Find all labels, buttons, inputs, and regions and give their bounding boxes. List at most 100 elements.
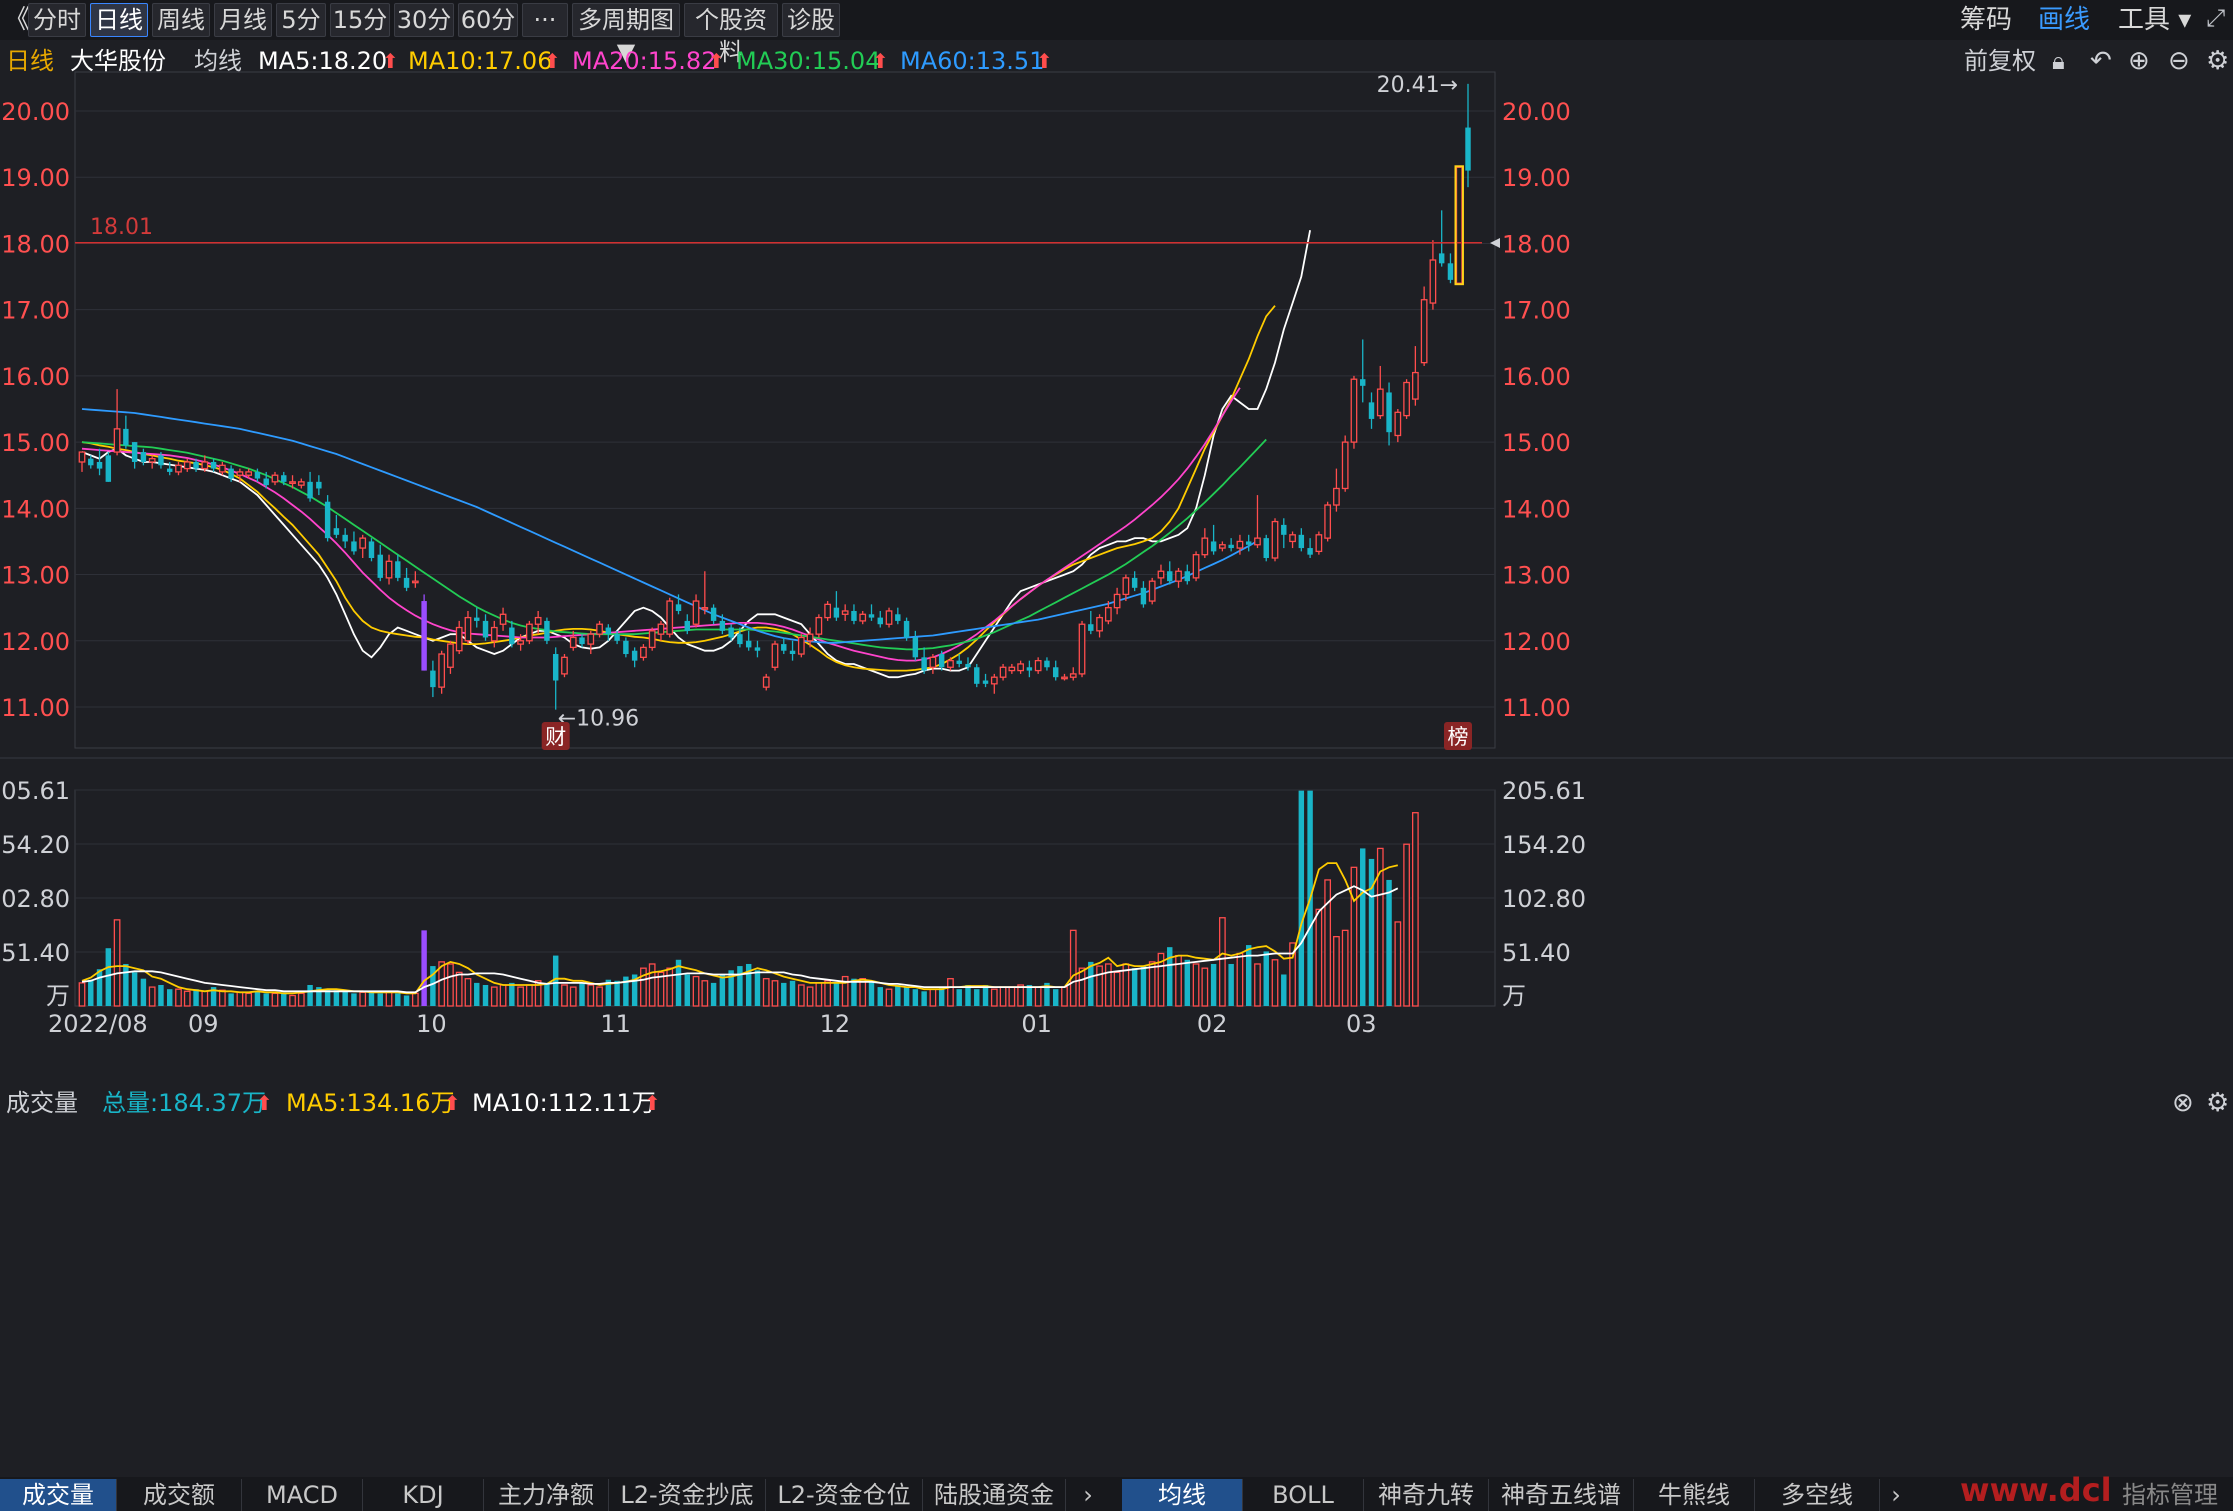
tools-dropdown[interactable]: 工具 ▾ bbox=[2118, 5, 2192, 35]
tab-l2-bottom[interactable]: L2-资金抄底 bbox=[609, 1479, 766, 1511]
candle-body bbox=[1104, 607, 1112, 622]
tab-northbound[interactable]: 陆股通资金 bbox=[923, 1479, 1066, 1511]
volume-gear-icon[interactable]: ⚙ bbox=[2206, 1088, 2230, 1118]
volume-bar-147 bbox=[1368, 858, 1375, 1006]
draw-line-button[interactable]: 画线 bbox=[2038, 5, 2091, 35]
candle-body bbox=[569, 636, 577, 649]
back-icon[interactable]: 《 bbox=[4, 5, 31, 35]
lock-icon[interactable]: 🔒︎ bbox=[2052, 47, 2065, 75]
more-periods-button[interactable]: ··· bbox=[522, 3, 568, 37]
tab-ma[interactable]: 均线 bbox=[1122, 1479, 1243, 1511]
volume-bar-70 bbox=[692, 975, 700, 1007]
volume-bar-93 bbox=[895, 984, 901, 1006]
volume-bar-20 bbox=[254, 991, 261, 1006]
tab-main-net[interactable]: 主力净额 bbox=[484, 1479, 609, 1511]
candle-body bbox=[921, 657, 927, 671]
ma10-value: MA10:17.06 bbox=[408, 47, 553, 75]
candle-44 bbox=[464, 610, 472, 645]
stock-profile-button[interactable]: 个股资料 bbox=[684, 3, 778, 66]
date-tick-1: 09 bbox=[188, 1010, 219, 1038]
candle-body bbox=[999, 666, 1007, 678]
scroll-right-icon-2[interactable]: › bbox=[1891, 1481, 1901, 1509]
volume-bar-149 bbox=[1386, 879, 1392, 1006]
volume-bar-120 bbox=[1131, 968, 1138, 1006]
tab-intraday[interactable]: 分时 bbox=[28, 3, 86, 37]
tab-boll[interactable]: BOLL bbox=[1243, 1479, 1364, 1511]
tab-magic-five[interactable]: 神奇五线谱 bbox=[1489, 1479, 1634, 1511]
candle-73 bbox=[719, 614, 726, 635]
tab-long-short[interactable]: 多空线 bbox=[1755, 1479, 1880, 1511]
volume-bar-94 bbox=[903, 987, 910, 1006]
volume-bar-116 bbox=[1096, 965, 1103, 1007]
tab-weekly[interactable]: 周线 bbox=[152, 3, 210, 37]
volume-bar-23 bbox=[281, 992, 287, 1006]
volume-bar-54 bbox=[552, 955, 559, 1006]
tab-monthly[interactable]: 月线 bbox=[214, 3, 272, 37]
ma60-up-arrow-icon: ⬆ bbox=[1036, 49, 1053, 73]
candle-158 bbox=[1465, 83, 1471, 188]
adjust-mode-label[interactable]: 前复权 bbox=[1964, 47, 2036, 75]
stock-name[interactable]: 大华股份 bbox=[70, 47, 166, 75]
candle-57 bbox=[579, 634, 585, 648]
volume-bar-74 bbox=[728, 970, 734, 1006]
candle-body bbox=[956, 660, 962, 664]
volume-bar-105 bbox=[999, 986, 1007, 1007]
candle-body bbox=[877, 617, 883, 625]
tab-l2-position[interactable]: L2-资金仓位 bbox=[766, 1479, 923, 1511]
scroll-right-icon[interactable]: › bbox=[1083, 1481, 1093, 1509]
candle-body bbox=[158, 455, 164, 466]
volume-tick-right-0: 205.61 bbox=[1502, 777, 1586, 805]
tab-magic-nine[interactable]: 神奇九转 bbox=[1364, 1479, 1489, 1511]
tab-kdj[interactable]: KDJ bbox=[363, 1479, 484, 1511]
tab-30min[interactable]: 30分 bbox=[394, 3, 454, 37]
volume-bar-115 bbox=[1088, 961, 1094, 1006]
candle-body bbox=[1140, 587, 1147, 605]
candle-body bbox=[990, 676, 998, 685]
zoom-out-icon[interactable]: ⊖ bbox=[2168, 46, 2190, 76]
candle-146 bbox=[1360, 339, 1366, 403]
candle-body bbox=[885, 610, 893, 625]
multi-period-dropdown[interactable]: 多周期图 ▼ bbox=[572, 3, 680, 66]
tab-bull-bear[interactable]: 牛熊线 bbox=[1634, 1479, 1755, 1511]
watermark: www.dcl bbox=[1960, 1471, 2112, 1509]
volume-bar-10 bbox=[167, 989, 173, 1006]
candle-25 bbox=[297, 478, 305, 489]
tab-macd[interactable]: MACD bbox=[242, 1479, 363, 1511]
event-marker-text: 榜 bbox=[1448, 725, 1469, 749]
candle-134 bbox=[1254, 495, 1261, 549]
tab-daily[interactable]: 日线 bbox=[90, 3, 148, 37]
volume-bar-97 bbox=[929, 988, 937, 1007]
volume-bar-30 bbox=[342, 991, 348, 1006]
volume-bar-53 bbox=[544, 982, 550, 1006]
candle-body bbox=[1034, 659, 1042, 672]
candle-5 bbox=[123, 415, 129, 449]
candle-body bbox=[719, 620, 726, 631]
zoom-in-icon[interactable]: ⊕ bbox=[2128, 46, 2150, 76]
diagnose-button[interactable]: 诊股 bbox=[782, 3, 840, 37]
candle-114 bbox=[1078, 620, 1086, 678]
indicator-manage-button[interactable]: 指标管理 bbox=[2122, 1481, 2218, 1509]
candle-77 bbox=[754, 640, 761, 658]
expand-icon[interactable]: ⤢ bbox=[2206, 4, 2226, 32]
candle-body bbox=[806, 633, 814, 642]
volume-bar-133 bbox=[1245, 945, 1252, 1006]
candle-body bbox=[1192, 554, 1200, 579]
tab-60min[interactable]: 60分 bbox=[458, 3, 518, 37]
ma-label[interactable]: 均线 bbox=[194, 47, 242, 75]
tab-15min[interactable]: 15分 bbox=[330, 3, 390, 37]
gear-icon[interactable]: ⚙ bbox=[2206, 46, 2230, 76]
chips-button[interactable]: 筹码 bbox=[1960, 5, 2013, 35]
undo-icon[interactable]: ↶ bbox=[2090, 46, 2112, 76]
volume-bar-86 bbox=[833, 982, 840, 1006]
candle-19 bbox=[245, 468, 253, 479]
candle-129 bbox=[1210, 524, 1217, 555]
volume-ma10-line bbox=[81, 885, 1399, 994]
volume-bar-95 bbox=[912, 989, 919, 1006]
volume-ma5-up-arrow-icon: ⬆ bbox=[444, 1091, 461, 1115]
close-icon[interactable]: ⊗ bbox=[2172, 1088, 2194, 1118]
tab-turnover[interactable]: 成交额 bbox=[117, 1479, 242, 1511]
candle-124 bbox=[1167, 561, 1173, 585]
tab-5min[interactable]: 5分 bbox=[276, 3, 326, 37]
tab-volume[interactable]: 成交量 bbox=[0, 1479, 117, 1511]
